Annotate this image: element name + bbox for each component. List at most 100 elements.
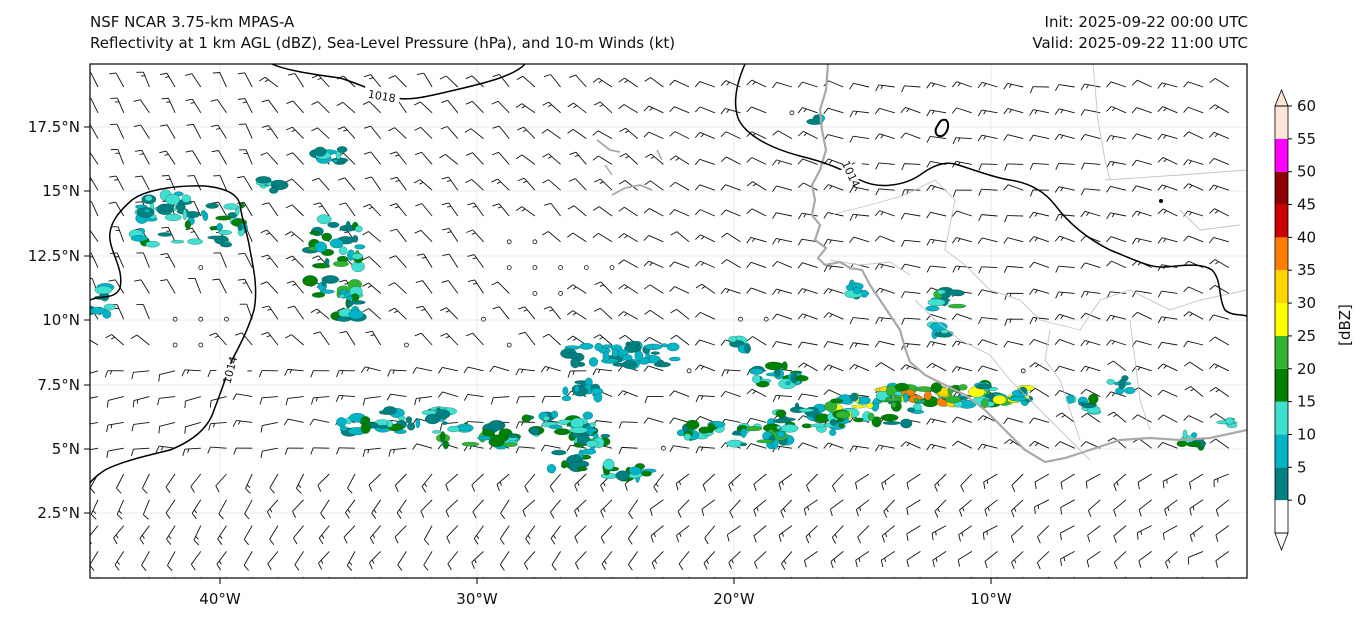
wind-barb-flag xyxy=(1063,557,1066,562)
reflectivity-cell xyxy=(321,232,333,242)
wind-barb-flag xyxy=(520,421,524,426)
wind-barb-flag xyxy=(259,76,266,82)
wind-barb-flag xyxy=(854,111,858,116)
wind-barb-flag xyxy=(726,369,729,374)
wind-barb-flag xyxy=(424,483,428,488)
reflectivity-cell xyxy=(752,374,761,384)
wind-barb-flag xyxy=(926,341,931,348)
wind-barb xyxy=(828,184,844,191)
wind-barb xyxy=(699,106,715,114)
wind-barb xyxy=(827,134,844,140)
wind-barb-flag xyxy=(1060,533,1062,541)
wind-barb-flag xyxy=(855,560,858,568)
reflectivity-cell xyxy=(755,380,770,388)
wind-barb xyxy=(472,499,484,512)
wind-barb-flag xyxy=(521,105,526,109)
reflectivity-cell xyxy=(327,221,340,228)
wind-barb-flag xyxy=(1055,291,1060,299)
model-title: NSF NCAR 3.75-km MPAS-A xyxy=(90,13,295,31)
wind-barb-flag xyxy=(951,107,957,114)
wind-barb-flag xyxy=(926,418,931,425)
wind-barb-flag xyxy=(1060,237,1064,241)
wind-barb xyxy=(827,107,844,114)
wind-barb xyxy=(1214,104,1230,114)
wind-barb xyxy=(446,333,459,346)
wind-barb-flag xyxy=(574,154,579,158)
wind-barb-flag xyxy=(1183,286,1189,293)
wind-barb-flag xyxy=(1009,441,1014,445)
wind-barb-flag xyxy=(414,332,422,337)
lon-axis: 40°W 30°W 20°W 10°W xyxy=(199,578,1012,608)
wind-barb xyxy=(623,104,638,114)
wind-barb-flag xyxy=(1215,261,1219,265)
wind-barb xyxy=(1032,317,1049,320)
wind-barb-flag xyxy=(524,486,529,493)
reflectivity-cell xyxy=(1118,378,1126,390)
wind-barb-flag xyxy=(829,366,833,370)
wind-barb-flag xyxy=(1080,211,1086,218)
wind-barb xyxy=(313,396,330,399)
wind-barb-flag xyxy=(874,341,880,348)
wind-barb-flag xyxy=(1008,109,1013,114)
wind-barb-flag xyxy=(906,482,909,490)
wind-barb-flag xyxy=(849,445,854,453)
reflectivity-cell xyxy=(900,418,913,429)
wind-barb xyxy=(904,163,921,165)
wind-barb xyxy=(955,137,972,140)
wind-barb xyxy=(676,334,690,346)
wind-barb-flag xyxy=(772,185,777,192)
lat-axis: 17.5°N 15°N 12.5°N 10°N 7.5°N 5°N 2.5°N xyxy=(28,118,90,522)
wind-barb-flag xyxy=(81,400,82,407)
wind-barb xyxy=(725,287,741,294)
wind-barb-flag xyxy=(1037,536,1041,544)
wind-barb-flag xyxy=(516,396,520,404)
reflectivity-cell xyxy=(602,351,610,362)
wind-barb-flag xyxy=(772,288,777,296)
reflectivity-cell xyxy=(600,433,611,438)
wind-barb-flag xyxy=(337,307,344,312)
wind-barb xyxy=(416,396,433,399)
wind-barb-flag xyxy=(472,257,477,260)
wind-barb xyxy=(635,576,638,578)
wind-barb xyxy=(904,239,921,243)
wind-barb xyxy=(1058,265,1075,269)
wind-barb-flag xyxy=(1055,84,1060,91)
wind-barb-flag xyxy=(797,393,803,401)
wind-barb xyxy=(1215,438,1230,449)
wind-barb xyxy=(268,125,279,139)
wind-barb xyxy=(572,310,587,320)
wind-barb xyxy=(983,525,998,534)
reflectivity-cell xyxy=(102,309,112,319)
wind-barb xyxy=(327,576,330,578)
wind-barb xyxy=(1162,157,1178,165)
isobar-labels: 1018 1014 1014 xyxy=(215,85,868,385)
wind-barb xyxy=(676,231,690,243)
wind-barb-flag xyxy=(266,511,272,519)
wind-barb-flag xyxy=(694,364,701,371)
wind-barb-flag xyxy=(900,107,906,114)
wind-barb xyxy=(544,444,561,449)
wind-barb xyxy=(390,369,407,372)
colorbar-tick-label: 60 xyxy=(1297,97,1316,115)
wind-barb-flag xyxy=(901,85,905,93)
wind-barb xyxy=(524,332,536,346)
wind-barb-flag xyxy=(823,389,830,395)
wind-barb xyxy=(1033,109,1049,114)
wind-barb-flag xyxy=(937,508,940,513)
wind-barb xyxy=(802,313,818,320)
wind-barb xyxy=(573,102,587,114)
wind-barb-flag xyxy=(694,106,701,113)
wind-barb-flag xyxy=(952,265,957,273)
wind-barb-flag xyxy=(362,231,369,236)
wind-barb-flag xyxy=(214,335,219,338)
wind-barb xyxy=(133,447,150,450)
lon-tick-label: 20°W xyxy=(713,590,755,608)
wind-barb-flag xyxy=(1080,312,1086,319)
reflectivity-cell xyxy=(698,426,712,434)
wind-barb-flag xyxy=(1106,161,1111,168)
wind-barb xyxy=(148,576,150,578)
wind-barb xyxy=(904,342,921,346)
wind-barb-flag xyxy=(854,343,858,348)
wind-barb-flag xyxy=(849,110,854,118)
reflectivity-cell xyxy=(237,223,243,231)
